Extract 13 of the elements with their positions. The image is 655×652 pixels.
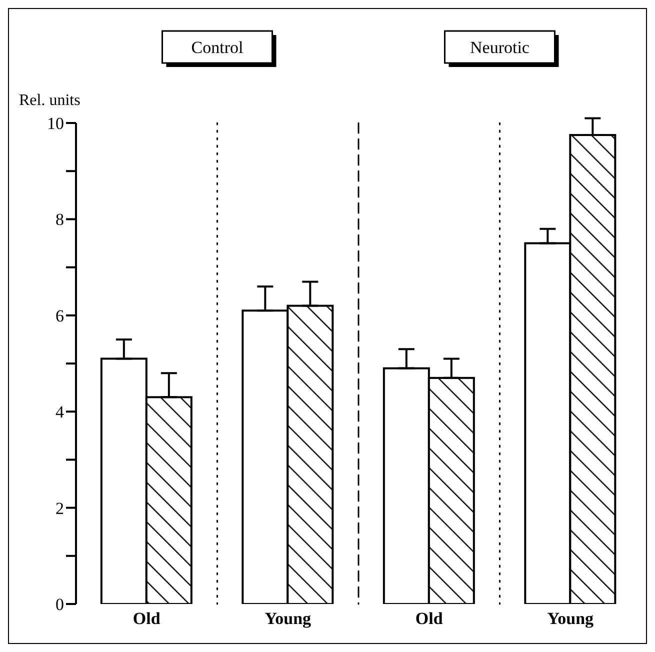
x-tick-label: Old bbox=[132, 609, 161, 628]
y-tick-label: 10 bbox=[47, 114, 64, 134]
y-tick-label: 4 bbox=[56, 402, 64, 422]
y-tick-label: 6 bbox=[56, 306, 64, 326]
text: Control bbox=[191, 38, 244, 57]
y-axis-title: Rel. units bbox=[19, 92, 80, 109]
x-tick-label: Young bbox=[264, 609, 312, 628]
y-tick-label: 2 bbox=[56, 498, 64, 518]
x-tick-label: Old bbox=[415, 609, 444, 628]
x-tick-label: Young bbox=[547, 609, 594, 628]
y-tick-label: 0 bbox=[56, 595, 64, 614]
y-tick-label: 8 bbox=[56, 210, 64, 230]
text: Neurotic bbox=[470, 38, 530, 57]
